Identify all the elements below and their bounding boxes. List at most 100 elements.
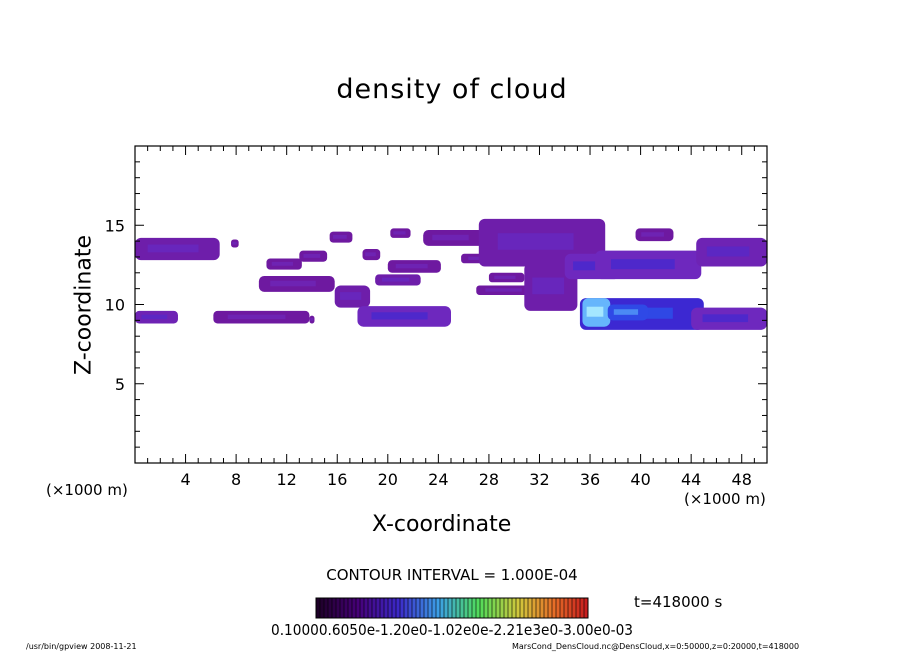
colorbar-cell-7 xyxy=(344,598,349,618)
colorbar-cell-8 xyxy=(348,598,353,618)
colorbar-cell-60 xyxy=(556,598,561,618)
colorbar-cell-53 xyxy=(528,598,533,618)
colorbar-cell-9 xyxy=(352,598,357,618)
colorbar-cell-35 xyxy=(456,598,461,618)
y-tick-label-5: 5 xyxy=(115,375,125,394)
colorbar-cell-55 xyxy=(536,598,541,618)
cloud-region-core-13 xyxy=(395,263,428,269)
colorbar-cell-6 xyxy=(340,598,345,618)
colorbar-cell-28 xyxy=(428,598,433,618)
cloud-region-core-5 xyxy=(270,280,316,287)
cloud-region-core-2 xyxy=(141,314,168,320)
colorbar-cell-57 xyxy=(544,598,549,618)
y-tick-label-15: 15 xyxy=(105,216,125,235)
colorbar-cell-2 xyxy=(324,598,329,618)
cloud-region-core-6 xyxy=(271,261,293,266)
cloud-density-field xyxy=(135,218,767,330)
colorbar-cell-63 xyxy=(568,598,573,618)
cloud-region-core-22 xyxy=(611,259,675,270)
colorbar-cell-54 xyxy=(532,598,537,618)
cloud-region-core-4 xyxy=(310,317,314,321)
colorbar-cell-1 xyxy=(320,598,325,618)
colorbar-cell-38 xyxy=(468,598,473,618)
colorbar-cell-15 xyxy=(376,598,381,618)
cloud-region-core-11 xyxy=(365,252,376,257)
colorbar-cell-5 xyxy=(336,598,341,618)
colorbar-cell-40 xyxy=(476,598,481,618)
cloud-region-core-9 xyxy=(340,292,362,300)
cloud-region-core-3 xyxy=(227,314,286,320)
colorbar-cell-36 xyxy=(460,598,465,618)
colorbar-cell-29 xyxy=(432,598,437,618)
x-tick-label-44: 44 xyxy=(681,470,701,489)
colorbar-cell-39 xyxy=(472,598,477,618)
colorbar-cell-24 xyxy=(412,598,417,618)
y-tick-label-10: 10 xyxy=(105,296,125,315)
cloud-region-core-18 xyxy=(494,275,516,279)
time-label: t=418000 s xyxy=(634,593,723,611)
x-tick-label-40: 40 xyxy=(630,470,650,489)
colorbar-cell-23 xyxy=(408,598,413,618)
colorbar-cell-11 xyxy=(360,598,365,618)
colorbar-cell-67 xyxy=(584,598,589,618)
colorbar-cell-17 xyxy=(384,598,389,618)
colorbar-cell-20 xyxy=(396,598,401,618)
x-tick-label-8: 8 xyxy=(231,470,241,489)
x-tick-label-24: 24 xyxy=(428,470,448,489)
x-tick-label-16: 16 xyxy=(327,470,347,489)
cloud-region-core-15 xyxy=(432,234,469,241)
cloud-region-core-21 xyxy=(573,261,607,271)
cloud-region-core-7 xyxy=(303,253,321,258)
contour-interval-label: CONTOUR INTERVAL = 1.000E-04 xyxy=(326,566,578,584)
cloud-region-core-28 xyxy=(613,309,639,315)
cloud-region-core-23 xyxy=(641,232,664,237)
colorbar-cell-31 xyxy=(440,598,445,618)
cloud-region-core-24 xyxy=(706,246,750,257)
x-tick-label-28: 28 xyxy=(479,470,499,489)
colorbar-tick-labels: 0.10000.6050e-1.20e0-1.02e0e-2.21e3e0-3.… xyxy=(271,621,633,639)
colorbar-cell-4 xyxy=(332,598,337,618)
colorbar-cell-66 xyxy=(580,598,585,618)
colorbar-cell-19 xyxy=(392,598,397,618)
colorbar-cell-16 xyxy=(380,598,385,618)
colorbar-cell-61 xyxy=(560,598,565,618)
x-tick-label-4: 4 xyxy=(180,470,190,489)
cloud-region-core-1 xyxy=(232,241,237,245)
x-unit-label-right: (×1000 m) xyxy=(684,490,766,508)
cloud-region-core-12 xyxy=(381,277,410,282)
colorbar-cell-18 xyxy=(388,598,393,618)
colorbar-cell-33 xyxy=(448,598,453,618)
colorbar-cell-44 xyxy=(492,598,497,618)
colorbar-cell-48 xyxy=(508,598,513,618)
colorbar-cell-26 xyxy=(420,598,425,618)
colorbar-cell-51 xyxy=(520,598,525,618)
colorbar-cell-59 xyxy=(552,598,557,618)
colorbar-cell-62 xyxy=(564,598,569,618)
colorbar-cell-46 xyxy=(500,598,505,618)
cloud-region-core-26 xyxy=(702,314,749,323)
colorbar-cell-12 xyxy=(364,598,369,618)
cloud-region-core-17 xyxy=(497,233,574,250)
colorbar-cell-56 xyxy=(540,598,545,618)
x-tick-label-12: 12 xyxy=(277,470,297,489)
chart-title: density of cloud xyxy=(336,74,568,105)
cloud-region-core-14 xyxy=(393,231,406,235)
x-tick-label-20: 20 xyxy=(378,470,398,489)
colorbar-cell-64 xyxy=(572,598,577,618)
colorbar-cell-22 xyxy=(404,598,409,618)
colorbar-cell-27 xyxy=(424,598,429,618)
colorbar: 0.10000.6050e-1.20e0-1.02e0e-2.21e3e0-3.… xyxy=(271,597,633,639)
colorbar-cell-47 xyxy=(504,598,509,618)
colorbar-cell-14 xyxy=(372,598,377,618)
cloud-region-core-27 xyxy=(586,306,604,317)
colorbar-cell-50 xyxy=(516,598,521,618)
colorbar-cell-3 xyxy=(328,598,333,618)
colorbar-cell-45 xyxy=(496,598,501,618)
colorbar-cell-34 xyxy=(452,598,457,618)
cloud-region-core-20 xyxy=(532,277,565,295)
colorbar-cell-58 xyxy=(548,598,553,618)
x-unit-label-left: (×1000 m) xyxy=(46,481,128,499)
colorbar-frame xyxy=(315,597,589,619)
